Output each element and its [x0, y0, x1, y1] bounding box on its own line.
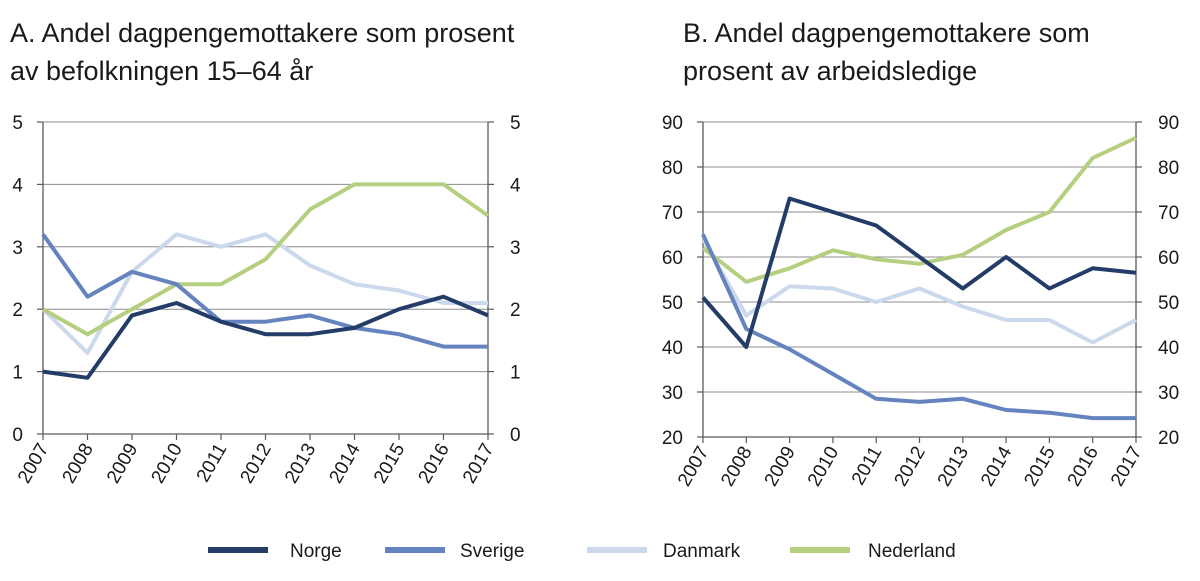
y-tick-label-right: 40	[1158, 338, 1179, 359]
chart-panel-b: B. Andel dagpengemottakere som prosent av…	[662, 18, 1179, 490]
series-line-nederland	[701, 135, 1137, 284]
chart-title-line: prosent av arbeidsledige	[683, 56, 977, 86]
series-line-danmark	[41, 232, 488, 355]
chart-title-line: A. Andel dagpengemottakere som prosent	[10, 18, 515, 48]
y-tick-label-right: 1	[510, 363, 521, 384]
y-tick-label-right: 60	[1158, 248, 1179, 269]
series-line-norge	[701, 196, 1137, 349]
x-tick-label: 2009	[761, 443, 800, 490]
y-tick-label-right: 20	[1158, 428, 1179, 449]
chart-panel-a: A. Andel dagpengemottakere som prosent av…	[10, 18, 521, 487]
x-tick-label: 2011	[193, 440, 232, 486]
legend-label-sverige: Sverige	[460, 541, 524, 562]
x-tick-label: 2017	[459, 440, 498, 487]
y-tick-label-left: 0	[12, 425, 23, 446]
x-tick-label: 2016	[415, 440, 454, 487]
series-line-nederland	[42, 182, 490, 337]
y-tick-label-left: 40	[662, 338, 683, 359]
y-tick-label-right: 30	[1158, 383, 1179, 404]
x-tick-label: 2013	[934, 443, 973, 490]
y-tick-label-left: 90	[662, 113, 683, 134]
y-tick-label-left: 4	[12, 175, 23, 196]
x-tick-label: 2014	[326, 440, 366, 487]
x-tick-label: 2012	[237, 440, 276, 487]
x-tick-label: 2015	[370, 440, 409, 487]
series-line-norge	[42, 294, 489, 380]
legend-label-norge: Norge	[290, 541, 342, 562]
y-tick-label-left: 5	[12, 113, 23, 134]
y-tick-label-left: 60	[662, 248, 683, 269]
y-tick-label-left: 1	[12, 363, 23, 384]
y-tick-label-right: 80	[1158, 158, 1179, 179]
y-tick-label-right: 3	[510, 238, 521, 259]
x-tick-label: 2012	[891, 443, 930, 490]
x-tick-label: 2010	[148, 440, 187, 487]
legend-label-danmark: Danmark	[663, 541, 741, 562]
x-tick-label: 2007	[14, 440, 53, 487]
x-tick-label: 2008	[59, 440, 98, 487]
chart-title-line: av befolkningen 15–64 år	[10, 56, 313, 86]
y-tick-label-right: 0	[510, 425, 521, 446]
x-tick-label: 2009	[103, 440, 142, 487]
x-tick-label: 2010	[804, 443, 843, 490]
y-tick-label-right: 70	[1158, 203, 1179, 224]
y-tick-label-left: 80	[662, 158, 683, 179]
y-tick-label-left: 70	[662, 203, 683, 224]
legend: Norge Sverige Danmark Nederland	[208, 541, 956, 562]
x-tick-label: 2015	[1020, 443, 1059, 490]
y-tick-label-right: 2	[510, 300, 521, 321]
y-tick-label-right: 5	[510, 113, 521, 134]
x-tick-label: 2008	[717, 443, 756, 490]
y-tick-label-left: 20	[662, 428, 683, 449]
series-line-danmark	[701, 238, 1137, 345]
legend-label-nederland: Nederland	[868, 541, 956, 562]
x-tick-label: 2017	[1107, 443, 1146, 490]
series-line-sverige	[701, 233, 1136, 421]
y-tick-label-right: 4	[510, 175, 521, 196]
y-tick-label-left: 2	[12, 300, 23, 321]
x-tick-label: 2013	[281, 440, 320, 487]
x-tick-label: 2014	[977, 443, 1017, 490]
y-tick-label-left: 30	[662, 383, 683, 404]
x-tick-label: 2016	[1064, 443, 1103, 490]
x-tick-label: 2011	[848, 443, 887, 489]
y-tick-label-right: 90	[1158, 113, 1179, 134]
x-tick-label: 2007	[674, 443, 713, 490]
y-tick-label-right: 50	[1158, 293, 1179, 314]
y-tick-label-left: 50	[662, 293, 683, 314]
series-line-sverige	[41, 233, 488, 349]
y-tick-label-left: 3	[12, 238, 23, 259]
chart-title-line: B. Andel dagpengemottakere som	[683, 18, 1090, 48]
